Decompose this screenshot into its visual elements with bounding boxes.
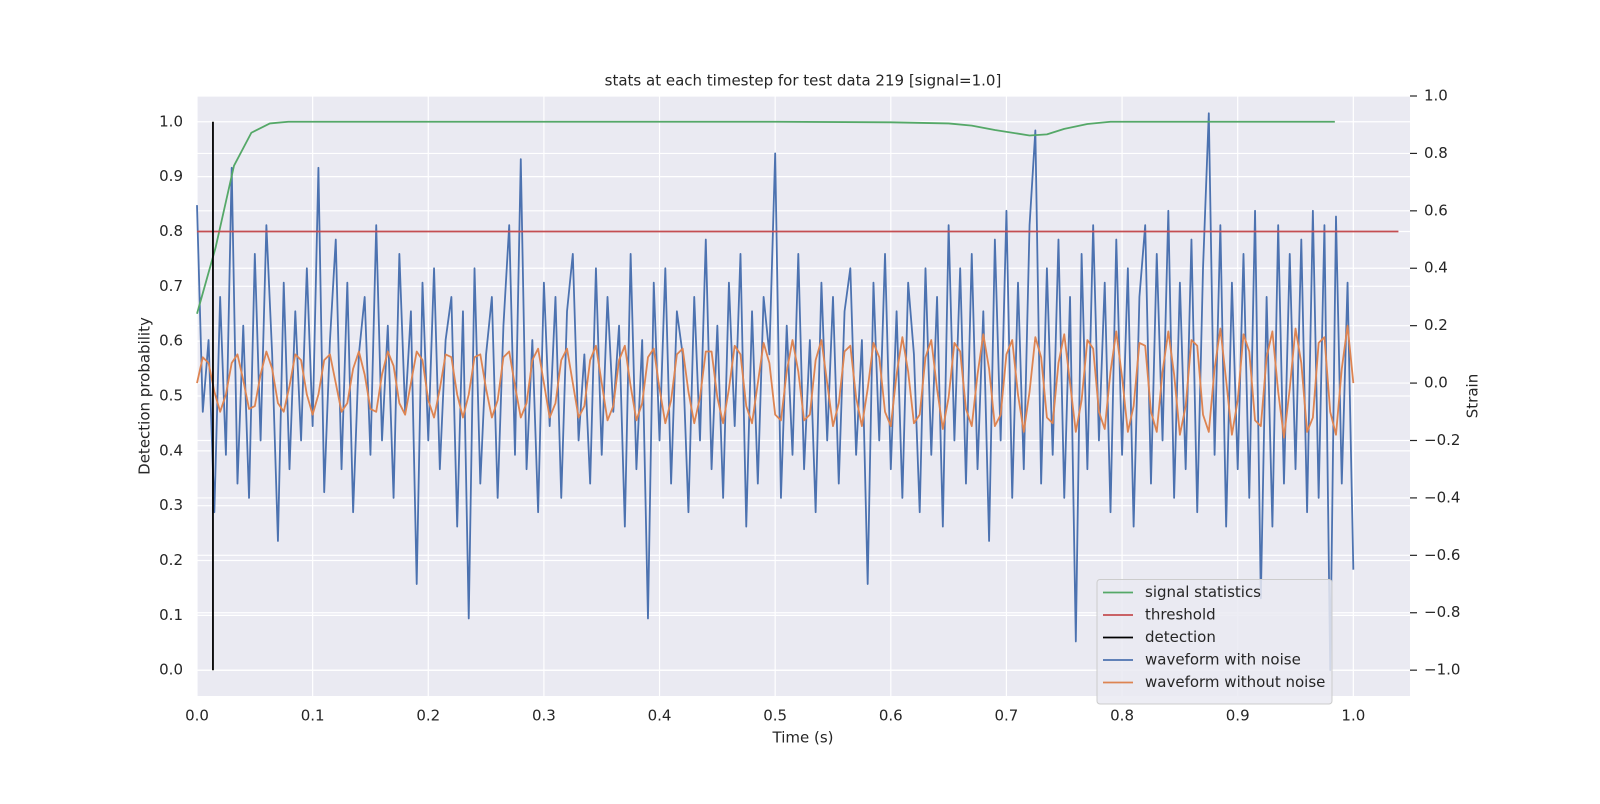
y-tick-label: 0.8: [159, 222, 183, 240]
y2-tick-label: 0.6: [1424, 201, 1448, 219]
y2-tick-label: −0.2: [1424, 431, 1460, 449]
x-axis-label: Time (s): [772, 729, 834, 747]
y-tick-label: 0.2: [159, 551, 183, 569]
y-tick-label: 0.7: [159, 277, 183, 295]
x-tick-label: 0.7: [995, 707, 1019, 725]
y2-tick-label: −1.0: [1424, 661, 1460, 679]
x-tick-label: 0.1: [301, 707, 325, 725]
series-line: [196, 120, 1335, 314]
x-tick-label: 0.8: [1110, 707, 1134, 725]
y2-tick-label: −0.8: [1424, 603, 1460, 621]
x-tick-label: 1.0: [1341, 707, 1365, 725]
series-line: [196, 112, 1355, 672]
y2-tick-label: 0.8: [1424, 144, 1448, 162]
chart-title: stats at each timestep for test data 219…: [605, 72, 1002, 90]
y-tick-label: 1.0: [159, 112, 183, 130]
y-tick-label: 0.0: [159, 661, 183, 679]
y-tick-label: 0.9: [159, 167, 183, 185]
y-tick-label: 0.3: [159, 496, 183, 514]
legend-label: threshold: [1145, 606, 1216, 624]
y2-tick-label: 1.0: [1424, 87, 1448, 105]
y-axis-label: Detection probability: [136, 317, 154, 475]
y2-tick-label: 0.4: [1424, 259, 1448, 277]
legend-label: detection: [1145, 628, 1216, 646]
series-line: [196, 324, 1355, 439]
y-tick-label: 0.6: [159, 332, 183, 350]
x-tick-label: 0.6: [879, 707, 903, 725]
y2-tick-label: −0.6: [1424, 546, 1460, 564]
y-tick-label: 0.5: [159, 387, 183, 405]
x-tick-label: 0.5: [763, 707, 787, 725]
x-tick-label: 0.4: [648, 707, 672, 725]
marks: [196, 112, 1399, 672]
y-tick-label: 0.1: [159, 606, 183, 624]
x-tick-label: 0.0: [185, 707, 209, 725]
legend-label: signal statistics: [1145, 583, 1261, 601]
y2-tick-label: 0.2: [1424, 316, 1448, 334]
legend: signal statistics threshold detection wavef…: [1096, 579, 1333, 705]
y-tick-label: 0.4: [159, 441, 183, 459]
x-tick-label: 0.9: [1226, 707, 1250, 725]
x-tick-label: 0.3: [532, 707, 556, 725]
x-tick-label: 0.2: [416, 707, 440, 725]
y2-tick-label: 0.0: [1424, 374, 1448, 392]
legend-label: waveform with noise: [1145, 651, 1301, 669]
y2-tick-label: −0.4: [1424, 488, 1460, 506]
legend-label: waveform without noise: [1145, 673, 1325, 691]
legend-box: [1096, 579, 1333, 705]
y2-axis-label: Strain: [1464, 374, 1482, 418]
